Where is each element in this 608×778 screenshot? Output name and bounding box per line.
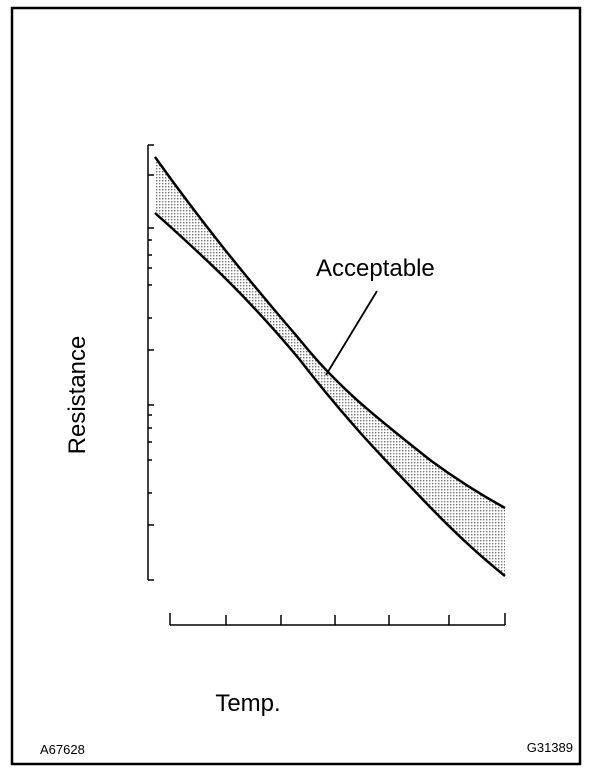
lower-limit-curve — [154, 212, 506, 577]
figure-id: A67628 — [40, 742, 85, 757]
figure-id: G31389 — [527, 740, 573, 755]
y-axis-title: Resistance — [64, 336, 91, 455]
band-label: Acceptable — [316, 255, 435, 282]
y-axis — [147, 144, 154, 581]
acceptable-band — [155, 157, 505, 576]
frame — [10, 6, 582, 766]
x-axis — [169, 613, 506, 626]
upper-limit-curve — [153, 156, 506, 510]
x-axis-title: Temp. — [215, 690, 280, 717]
leader-line — [325, 290, 378, 376]
